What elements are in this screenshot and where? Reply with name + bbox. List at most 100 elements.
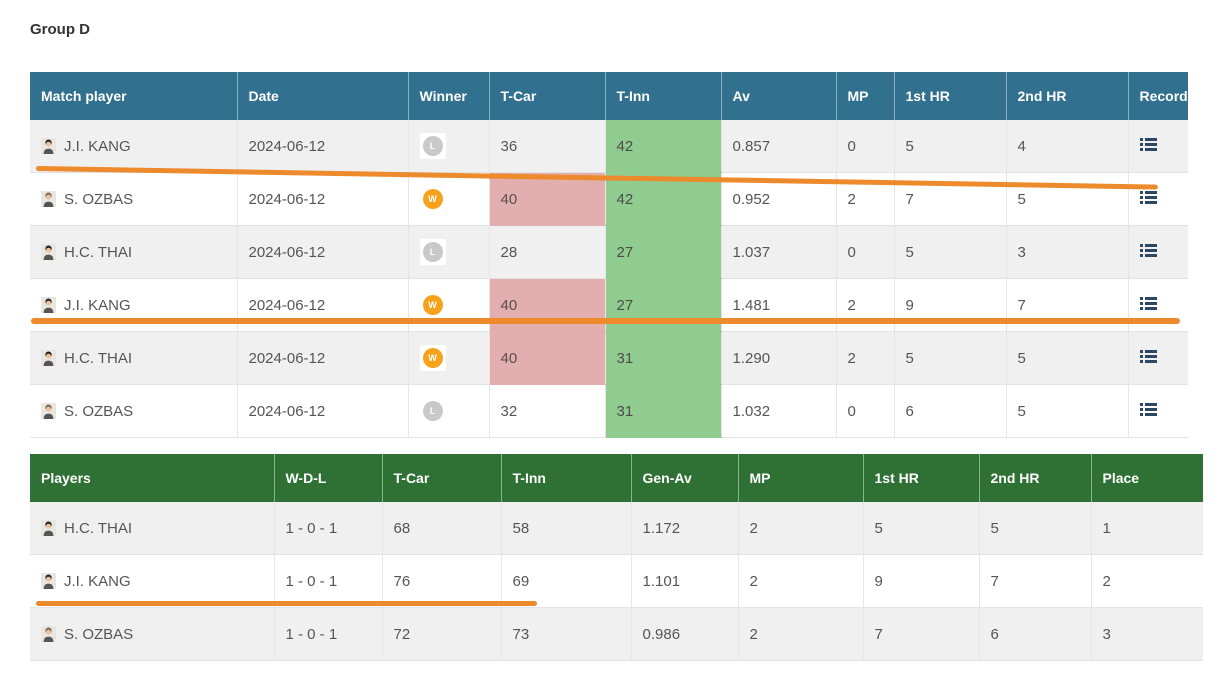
record-cell <box>1128 331 1188 385</box>
orange-marker-underline-standings <box>36 601 537 606</box>
tcar-cell: 28 <box>489 225 606 279</box>
first-hr-cell: 5 <box>894 225 1007 279</box>
col-header-tinn: T-Inn <box>501 454 632 502</box>
player-avatar <box>41 403 56 419</box>
col-header-record: Record <box>1128 72 1188 120</box>
tcar-cell: 40 <box>489 331 606 385</box>
player-avatar <box>41 297 56 313</box>
tcar-cell: 40 <box>489 172 606 226</box>
tinn-cell: 27 <box>605 225 722 279</box>
player-name: S. OZBAS <box>64 190 134 208</box>
col-header-av: Av <box>721 72 837 120</box>
mp-cell: 2 <box>738 502 864 555</box>
tinn-cell: 31 <box>605 384 722 438</box>
player-avatar <box>41 138 56 154</box>
winner-cell: L <box>408 225 490 279</box>
player-avatar <box>41 573 56 589</box>
player-avatar <box>41 520 56 536</box>
col-header-2nd-hr: 2nd HR <box>979 454 1092 502</box>
result-badge-letter: W <box>422 189 443 209</box>
result-badge-letter: L <box>422 401 443 421</box>
table-row: J.I. KANG 1 - 0 - 1 76 69 1.101 2 9 7 2 <box>30 554 1203 608</box>
col-header-tinn: T-Inn <box>605 72 722 120</box>
second-hr-cell: 7 <box>979 554 1092 608</box>
record-list-icon[interactable] <box>1139 135 1157 154</box>
col-header-2nd-hr: 2nd HR <box>1006 72 1129 120</box>
first-hr-cell: 5 <box>894 120 1007 173</box>
tinn-cell: 69 <box>501 554 632 608</box>
result-badge-letter: L <box>422 136 443 156</box>
tcar-cell: 76 <box>382 554 502 608</box>
record-cell <box>1128 172 1188 226</box>
col-header-tcar: T-Car <box>489 72 606 120</box>
tcar-cell: 72 <box>382 607 502 661</box>
place-cell: 3 <box>1091 607 1203 661</box>
col-header-place: Place <box>1091 454 1203 502</box>
record-list-icon[interactable] <box>1139 294 1157 313</box>
standings-table-header: Players W-D-L T-Car T-Inn Gen-Av MP 1st … <box>30 454 1203 502</box>
record-cell <box>1128 384 1188 438</box>
player-name: H.C. THAI <box>64 519 133 537</box>
player-name: S. OZBAS <box>64 625 134 643</box>
gen-av-cell: 1.101 <box>631 554 739 608</box>
table-row: H.C. THAI 2024-06-12 L 28 27 1.037 0 5 3 <box>30 225 1188 279</box>
player-avatar <box>41 244 56 260</box>
place-cell: 2 <box>1091 554 1203 608</box>
tinn-cell: 31 <box>605 331 722 385</box>
result-badge-letter: W <box>422 348 443 368</box>
table-row: S. OZBAS 1 - 0 - 1 72 73 0.986 2 7 6 3 <box>30 607 1203 661</box>
table-row: J.I. KANG 2024-06-12 L 36 42 0.857 0 5 4 <box>30 120 1188 173</box>
record-list-icon[interactable] <box>1139 241 1157 260</box>
wdl-cell: 1 - 0 - 1 <box>274 607 383 661</box>
first-hr-cell: 5 <box>894 331 1007 385</box>
match-date: 2024-06-12 <box>237 172 409 226</box>
player-name: H.C. THAI <box>64 243 133 261</box>
mp-cell: 2 <box>738 607 864 661</box>
av-cell: 0.857 <box>721 120 837 173</box>
player-avatar <box>41 191 56 207</box>
tinn-cell: 73 <box>501 607 632 661</box>
mp-cell: 0 <box>836 225 895 279</box>
av-cell: 1.290 <box>721 331 837 385</box>
match-date: 2024-06-12 <box>237 384 409 438</box>
mp-cell: 2 <box>836 331 895 385</box>
match-date: 2024-06-12 <box>237 331 409 385</box>
first-hr-cell: 5 <box>863 502 980 555</box>
standings-table: Players W-D-L T-Car T-Inn Gen-Av MP 1st … <box>30 454 1203 661</box>
result-badge: L <box>419 239 446 265</box>
result-badge: L <box>419 398 446 424</box>
av-cell: 1.037 <box>721 225 837 279</box>
record-cell <box>1128 120 1188 173</box>
result-badge: W <box>419 345 446 371</box>
col-header-date: Date <box>237 72 409 120</box>
result-badge: W <box>419 292 446 318</box>
player-name: S. OZBAS <box>64 402 134 420</box>
col-header-mp: MP <box>738 454 864 502</box>
col-header-match-player: Match player <box>30 72 238 120</box>
player-name: J.I. KANG <box>64 572 131 590</box>
tcar-cell: 36 <box>489 120 606 173</box>
table-row: S. OZBAS 2024-06-12 L 32 31 1.032 0 6 5 <box>30 384 1188 438</box>
player-name: H.C. THAI <box>64 349 133 367</box>
col-header-1st-hr: 1st HR <box>894 72 1007 120</box>
table-row: S. OZBAS 2024-06-12 W 40 42 0.952 2 7 5 <box>30 172 1188 226</box>
page-title: Group D <box>30 21 90 38</box>
player-avatar <box>41 626 56 642</box>
second-hr-cell: 5 <box>979 502 1092 555</box>
record-list-icon[interactable] <box>1139 188 1157 207</box>
player-name: J.I. KANG <box>64 296 131 314</box>
col-header-tcar: T-Car <box>382 454 502 502</box>
player-avatar <box>41 350 56 366</box>
col-header-gen-av: Gen-Av <box>631 454 739 502</box>
place-cell: 1 <box>1091 502 1203 555</box>
av-cell: 1.032 <box>721 384 837 438</box>
tcar-cell: 68 <box>382 502 502 555</box>
record-list-icon[interactable] <box>1139 347 1157 366</box>
tcar-cell: 32 <box>489 384 606 438</box>
winner-cell: L <box>408 384 490 438</box>
record-list-icon[interactable] <box>1139 400 1157 419</box>
second-hr-cell: 6 <box>979 607 1092 661</box>
second-hr-cell: 4 <box>1006 120 1129 173</box>
table-row: H.C. THAI 1 - 0 - 1 68 58 1.172 2 5 5 1 <box>30 502 1203 555</box>
tinn-cell: 42 <box>605 120 722 173</box>
